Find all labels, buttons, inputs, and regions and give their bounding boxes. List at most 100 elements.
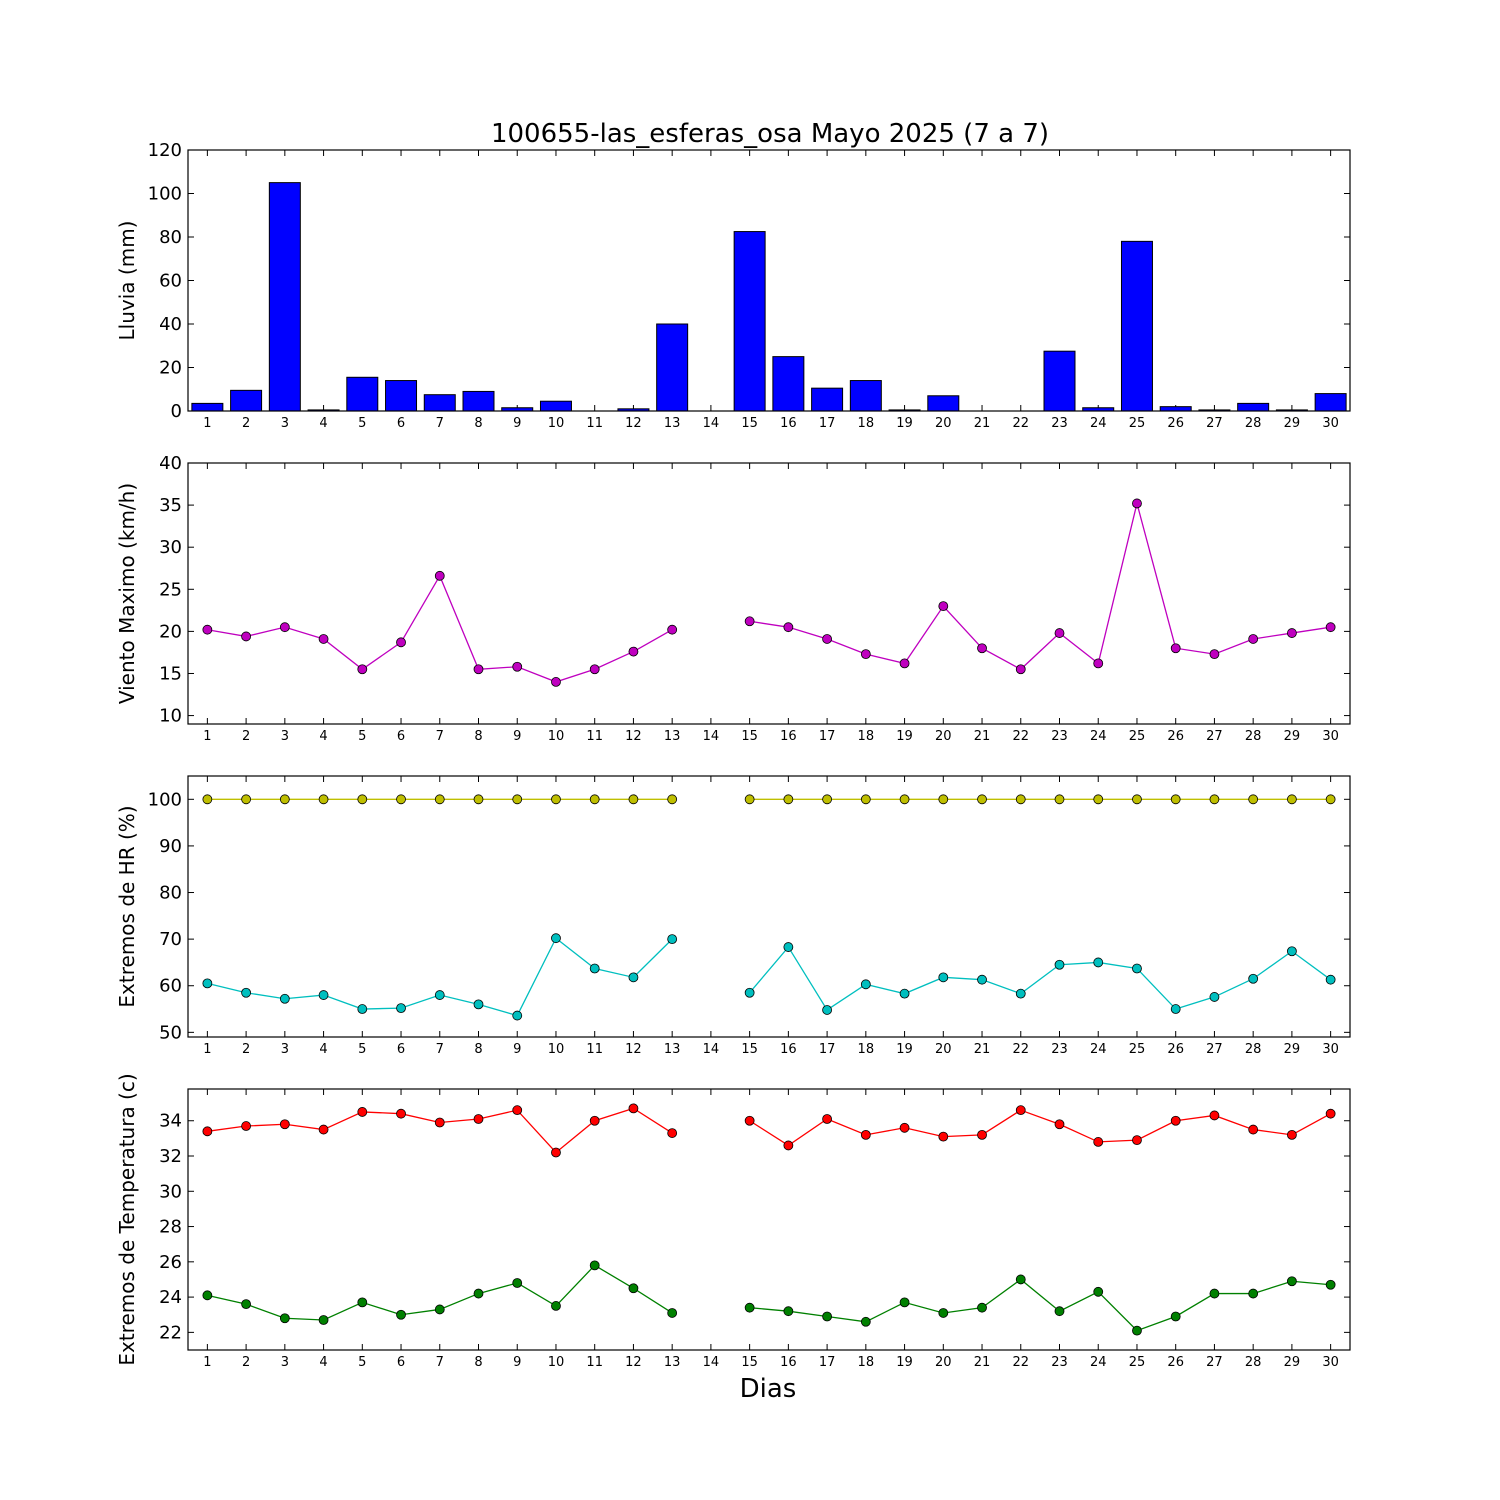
data-point xyxy=(202,794,213,805)
y-axis-label: Lluvia (mm) xyxy=(115,221,139,341)
x-tick-label: 27 xyxy=(1206,416,1223,431)
x-tick-label: 26 xyxy=(1167,1042,1184,1057)
y-tick-label: 25 xyxy=(159,579,182,600)
data-point xyxy=(1325,1108,1336,1119)
x-tick-label: 21 xyxy=(974,729,991,744)
data-point xyxy=(241,1299,252,1310)
series-line xyxy=(749,1109,1331,1147)
series-line xyxy=(749,503,1331,671)
x-tick-label: 18 xyxy=(858,729,875,744)
data-point xyxy=(667,1128,678,1138)
data-point xyxy=(434,794,445,805)
data-point xyxy=(512,1010,523,1021)
x-tick-label: 7 xyxy=(436,1355,444,1370)
x-tick-label: 16 xyxy=(780,1355,797,1370)
y-tick-label: 10 xyxy=(159,706,182,727)
x-tick-label: 10 xyxy=(548,1042,565,1057)
data-point xyxy=(318,634,329,644)
data-point xyxy=(1093,957,1104,968)
x-tick-label: 10 xyxy=(548,416,565,431)
data-point xyxy=(1248,634,1259,644)
bar xyxy=(1120,240,1153,412)
x-tick-label: 13 xyxy=(664,1355,681,1370)
data-point xyxy=(1170,1115,1181,1126)
data-point xyxy=(899,794,910,805)
bar xyxy=(772,356,805,412)
x-tick-label: 5 xyxy=(358,1042,366,1057)
y-tick-label: 26 xyxy=(159,1252,182,1273)
x-tick-label: 8 xyxy=(474,729,482,744)
y-tick-label: 22 xyxy=(159,1322,182,1343)
data-point xyxy=(1093,1137,1104,1147)
y-tick-label: 70 xyxy=(159,929,182,950)
y-tick-label: 24 xyxy=(159,1287,182,1308)
data-point xyxy=(1170,794,1181,805)
data-point xyxy=(1015,664,1026,675)
x-tick-label: 30 xyxy=(1322,1355,1339,1370)
data-point xyxy=(551,1301,561,1311)
data-point xyxy=(318,1124,329,1135)
data-point xyxy=(279,622,290,633)
data-point xyxy=(1170,1004,1181,1014)
plot-frame xyxy=(187,462,1351,725)
data-point xyxy=(589,664,600,675)
x-tick-label: 3 xyxy=(281,1355,289,1370)
y-tick-label: 40 xyxy=(159,453,182,474)
data-point xyxy=(1093,658,1104,669)
data-point xyxy=(1287,1276,1297,1287)
x-tick-label: 24 xyxy=(1090,1355,1107,1370)
x-tick-label: 4 xyxy=(319,1042,327,1057)
data-point xyxy=(783,942,794,952)
data-point xyxy=(396,1108,406,1119)
data-point xyxy=(822,1114,832,1124)
data-point xyxy=(1248,1124,1259,1135)
x-tick-label: 20 xyxy=(935,416,952,431)
x-tick-label: 8 xyxy=(474,1355,482,1370)
x-tick-label: 1 xyxy=(203,729,211,744)
x-tick-label: 25 xyxy=(1129,729,1146,744)
data-point xyxy=(1015,794,1026,805)
bar xyxy=(1237,402,1270,412)
y-tick-label: 35 xyxy=(159,495,182,516)
data-point xyxy=(1093,794,1104,805)
x-tick-label: 27 xyxy=(1206,1355,1223,1370)
data-point xyxy=(860,794,871,805)
series-line xyxy=(749,1278,1331,1332)
y-axis-label: Extremos de HR (%) xyxy=(115,805,139,1007)
data-point xyxy=(1132,1325,1142,1336)
x-tick-label: 28 xyxy=(1245,729,1262,744)
bar xyxy=(462,390,495,412)
data-point xyxy=(396,1309,406,1320)
x-tick-label: 18 xyxy=(858,416,875,431)
x-tick-label: 20 xyxy=(935,729,952,744)
data-point xyxy=(1209,992,1220,1002)
data-point xyxy=(279,993,290,1004)
data-point xyxy=(551,677,561,687)
data-point xyxy=(357,1004,368,1014)
data-point xyxy=(1132,794,1142,805)
series-line xyxy=(749,945,1332,1011)
x-tick-label: 10 xyxy=(548,1355,565,1370)
data-point xyxy=(241,1121,252,1131)
data-point xyxy=(822,794,832,805)
data-point xyxy=(318,794,329,805)
data-point xyxy=(860,1129,871,1140)
x-tick-label: 10 xyxy=(548,729,565,744)
data-point xyxy=(860,1316,871,1327)
y-tick-label: 32 xyxy=(159,1146,182,1167)
data-point xyxy=(1325,974,1336,985)
x-tick-label: 22 xyxy=(1012,1355,1029,1370)
x-tick-label: 28 xyxy=(1245,1355,1262,1370)
data-point xyxy=(202,1126,213,1137)
data-point xyxy=(1287,794,1297,805)
data-point xyxy=(1132,963,1142,974)
data-point xyxy=(667,934,678,945)
x-tick-label: 6 xyxy=(397,1355,405,1370)
data-point xyxy=(551,933,561,944)
data-point xyxy=(938,1308,949,1318)
x-tick-label: 2 xyxy=(242,729,250,744)
data-point xyxy=(1325,622,1336,633)
